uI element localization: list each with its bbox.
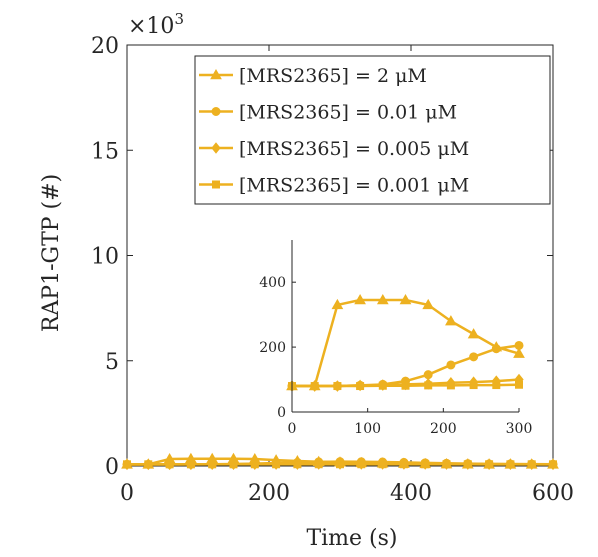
y-axis-label: RAP1-GTP (#) xyxy=(39,174,64,332)
data-point xyxy=(463,460,472,469)
y-tick-label: 10 xyxy=(91,245,119,270)
data-point xyxy=(357,460,366,469)
inset-data-point xyxy=(310,382,319,391)
y-multiplier-exp: 3 xyxy=(174,10,184,28)
inset-data-point xyxy=(514,340,524,350)
data-point xyxy=(378,460,387,469)
legend-marker xyxy=(210,68,222,80)
legend-label: [MRS2365] = 0.01 μM xyxy=(239,102,457,124)
inset-x-ticks: 0 100 200 300 xyxy=(288,408,533,437)
inset-data-point xyxy=(446,381,455,390)
x-tick-label: 200 xyxy=(248,481,290,506)
legend-marker xyxy=(211,142,221,154)
y-multiplier-base: ×10 xyxy=(128,14,174,39)
inset-frame xyxy=(291,240,519,413)
x-tick-label: 0 xyxy=(120,481,134,506)
data-point xyxy=(421,460,430,469)
y-tick-label: 15 xyxy=(91,139,119,164)
main-y-ticks: 0 5 10 15 20 xyxy=(91,34,553,480)
data-point xyxy=(272,460,281,469)
inset-axes: 0 100 200 300 0 200 400 xyxy=(259,240,532,437)
inset-data-point xyxy=(446,360,456,370)
legend-items: [MRS2365] = 2 μM [MRS2365] = 0.01 μM [MRS2… xyxy=(199,65,469,197)
inset-data-point xyxy=(491,344,501,354)
data-point xyxy=(293,460,302,469)
inset-y-tick-label: 0 xyxy=(277,405,286,421)
data-point xyxy=(506,460,515,469)
data-point xyxy=(250,460,259,469)
legend: [MRS2365] = 2 μM [MRS2365] = 0.01 μM [MRS2… xyxy=(194,55,551,205)
legend-marker xyxy=(212,180,220,189)
inset-data-point xyxy=(354,294,366,305)
data-point xyxy=(314,460,323,469)
y-tick-label: 5 xyxy=(105,350,119,375)
inset-y-tick-label: 400 xyxy=(259,275,286,291)
inset-data-point xyxy=(376,294,389,305)
inset-series xyxy=(286,294,525,392)
data-point xyxy=(485,460,494,469)
inset-data-point xyxy=(333,382,342,391)
inset-data-point xyxy=(492,381,501,390)
inset-data-point xyxy=(469,381,478,390)
inset-data-point xyxy=(401,381,410,390)
inset-x-tick-label: 0 xyxy=(288,421,297,437)
data-point xyxy=(208,460,217,469)
inset-data-point xyxy=(513,347,525,358)
main-series xyxy=(121,452,559,471)
y-multiplier: ×103 xyxy=(128,10,184,39)
main-x-ticks: 0 200 400 600 xyxy=(120,45,574,506)
inset-y-ticks: 0 200 400 xyxy=(259,275,296,421)
data-point xyxy=(186,460,195,469)
data-point xyxy=(165,460,174,469)
inset-data-point xyxy=(331,298,344,310)
inset-x-tick-label: 100 xyxy=(354,421,381,437)
x-axis-label: Time (s) xyxy=(306,526,397,551)
data-point xyxy=(527,460,536,469)
legend-label: [MRS2365] = 2 μM xyxy=(239,65,427,87)
data-point xyxy=(144,460,153,469)
inset-data-point xyxy=(467,328,480,339)
data-point xyxy=(336,460,344,469)
legend-marker xyxy=(211,107,221,116)
y-tick-label: 0 xyxy=(105,455,119,480)
inset-y-tick-label: 200 xyxy=(259,340,286,356)
inset-x-tick-label: 300 xyxy=(506,421,533,437)
legend-label: [MRS2365] = 0.001 μM xyxy=(239,175,469,197)
inset-data-point xyxy=(424,381,433,390)
data-point xyxy=(399,460,408,469)
inset-data-point xyxy=(445,315,457,326)
inset-data-point xyxy=(399,294,412,305)
data-point xyxy=(442,460,451,469)
data-point xyxy=(123,460,131,469)
x-tick-label: 400 xyxy=(390,481,432,506)
inset-x-tick-label: 200 xyxy=(430,421,457,437)
data-point xyxy=(229,460,238,469)
inset-data-point xyxy=(356,382,365,391)
inset-data-point xyxy=(423,370,433,380)
inset-data-point xyxy=(469,352,479,362)
main-axes: 0 200 400 600 0 5 10 15 20 xyxy=(91,34,574,506)
legend-label: [MRS2365] = 0.005 μM xyxy=(239,138,469,160)
inset-data-point xyxy=(378,381,387,390)
data-point xyxy=(549,460,557,469)
legend-box xyxy=(194,55,551,205)
inset-data-point xyxy=(422,298,435,310)
x-tick-label: 600 xyxy=(532,481,574,506)
inset-data-point xyxy=(515,380,523,389)
y-tick-label: 20 xyxy=(91,34,119,59)
